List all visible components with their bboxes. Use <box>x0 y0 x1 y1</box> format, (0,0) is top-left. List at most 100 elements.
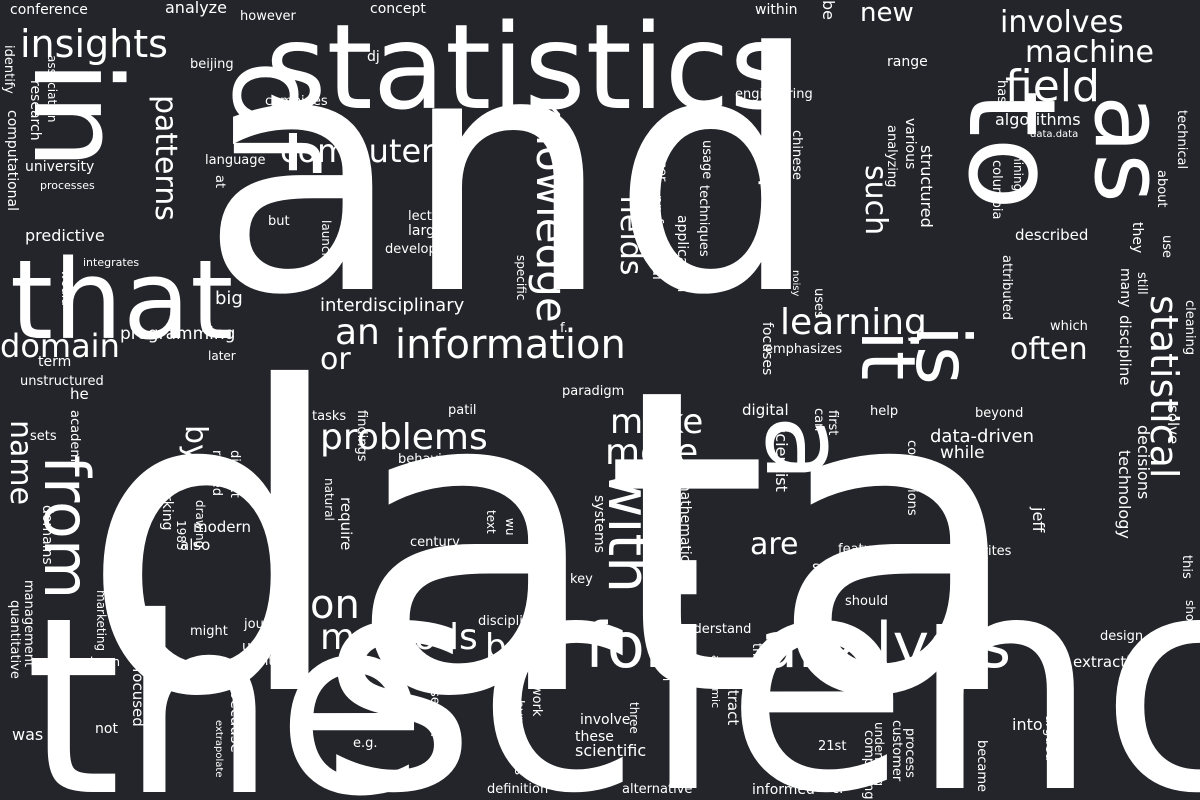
word: computing <box>861 730 876 800</box>
word: large <box>408 223 444 239</box>
word: analyzing <box>884 125 899 188</box>
word: techniques <box>696 185 711 257</box>
word: argued <box>1042 715 1057 761</box>
word: c. <box>832 782 844 797</box>
word: design <box>1100 629 1144 644</box>
word: academic <box>709 655 722 709</box>
word: uses <box>811 288 826 318</box>
word: solve <box>1164 405 1182 445</box>
word: develop <box>385 242 437 257</box>
word: related <box>209 450 224 496</box>
word: chinese <box>789 130 804 181</box>
word: context <box>245 654 294 669</box>
word: scientist <box>772 425 791 492</box>
word: for <box>585 609 671 682</box>
word: algorithms <box>995 110 1081 129</box>
word: findings <box>354 410 369 462</box>
word: domain <box>0 327 120 365</box>
word: informed <box>752 782 815 798</box>
word: about <box>1154 170 1169 208</box>
word: on <box>310 582 360 628</box>
word: models <box>838 665 893 683</box>
word: extracting <box>1073 653 1150 671</box>
word: behavior <box>398 452 456 467</box>
word: structured <box>917 145 936 228</box>
word: interdisciplinary <box>320 295 465 316</box>
word: scientists <box>437 664 503 680</box>
word: responsible <box>659 490 673 559</box>
word: an <box>335 312 380 353</box>
word: term <box>38 354 72 370</box>
word: problems <box>320 417 488 458</box>
word: scientific <box>575 741 647 760</box>
word: visualization <box>659 600 674 682</box>
word: extract <box>724 672 742 726</box>
word: definition <box>487 782 549 797</box>
word: are <box>750 527 799 562</box>
word: but <box>268 214 290 229</box>
word: writes <box>972 544 1012 559</box>
word: into <box>1012 715 1043 734</box>
word: management <box>21 580 36 668</box>
word: marketing <box>94 590 108 652</box>
word: predictive <box>25 226 105 245</box>
word: text <box>484 510 498 534</box>
word: it <box>844 330 932 381</box>
word: 21st <box>818 739 847 754</box>
word: is <box>899 325 987 385</box>
word: sciences <box>812 558 877 576</box>
word: to <box>941 90 1080 211</box>
word: statistics <box>265 0 791 136</box>
word: be <box>819 0 838 20</box>
word: patil <box>448 403 477 418</box>
word: methods <box>320 617 478 658</box>
word: beijing <box>190 57 234 72</box>
word: mining <box>1011 150 1025 192</box>
word: was <box>12 725 44 744</box>
word: statistical <box>1142 295 1186 479</box>
word: academy <box>67 410 82 470</box>
word: sets <box>30 429 57 444</box>
word: also <box>180 536 211 554</box>
word: processes <box>40 179 95 192</box>
word: should <box>1183 600 1197 640</box>
word: unstructured <box>20 374 104 389</box>
word: job <box>749 730 764 750</box>
word: technical <box>1174 110 1189 170</box>
word: understand <box>677 622 752 637</box>
word: might <box>190 624 228 639</box>
word: patterns <box>148 95 183 221</box>
word: field <box>1005 61 1100 112</box>
word: disciplines <box>478 614 546 629</box>
word: identify <box>1 45 16 94</box>
word: their <box>749 643 764 674</box>
word: analyze <box>165 0 227 17</box>
word: or <box>320 342 351 377</box>
word: used <box>242 639 276 655</box>
word: has <box>994 80 1009 103</box>
word: at <box>212 175 227 189</box>
word: conclusions <box>904 440 919 516</box>
word: data <box>80 300 1027 789</box>
word: programming <box>120 324 236 344</box>
word: dj <box>367 49 380 65</box>
word: name <box>3 420 38 506</box>
word: computational <box>4 110 20 212</box>
word: while <box>940 443 985 463</box>
word: however <box>240 9 296 24</box>
word: process <box>902 728 917 778</box>
word: analysis <box>760 609 1012 682</box>
word: beyond <box>975 406 1024 421</box>
word: association <box>45 55 59 123</box>
word: emphasizes <box>765 342 843 357</box>
word: images <box>117 595 131 639</box>
word: science <box>320 510 1200 800</box>
word: should <box>845 594 889 609</box>
word: columbia <box>989 160 1004 220</box>
word: launched <box>319 220 333 276</box>
word: conference <box>10 2 88 18</box>
word: later <box>208 349 236 363</box>
word: big <box>215 288 243 309</box>
word: application <box>674 215 690 293</box>
word: mathematics <box>677 478 693 570</box>
